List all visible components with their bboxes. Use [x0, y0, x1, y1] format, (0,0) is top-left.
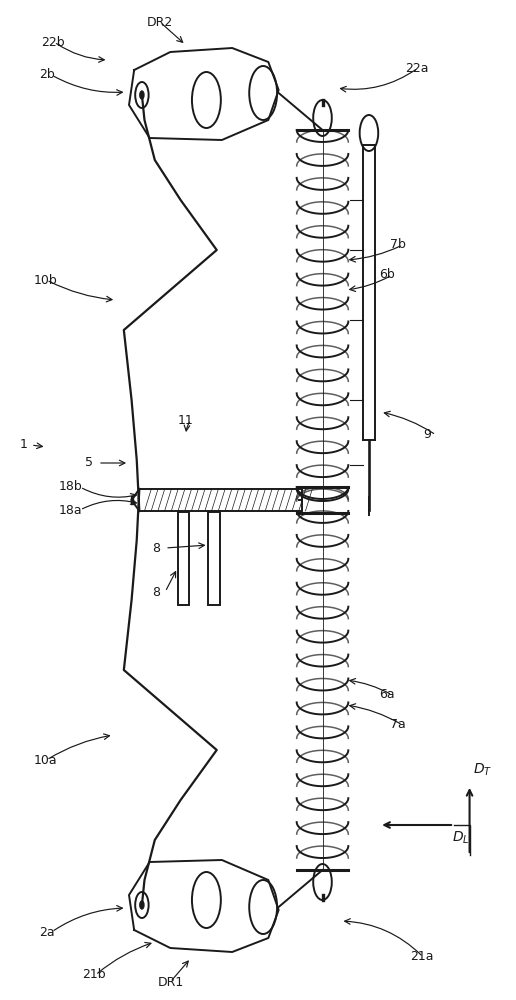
Text: 22a: 22a: [405, 62, 429, 75]
Text: 5: 5: [85, 456, 93, 470]
Text: DR2: DR2: [147, 15, 173, 28]
Text: 2b: 2b: [39, 68, 55, 82]
Text: DR1: DR1: [157, 976, 184, 988]
Text: 6b: 6b: [379, 268, 395, 282]
Text: 18b: 18b: [59, 481, 83, 493]
Text: 9: 9: [423, 428, 431, 442]
Circle shape: [140, 91, 144, 99]
Text: $D_T$: $D_T$: [473, 762, 492, 778]
Text: $D_L$: $D_L$: [452, 830, 469, 846]
Text: 10b: 10b: [34, 273, 57, 286]
Text: 21b: 21b: [83, 968, 106, 982]
Bar: [139, 489, 302, 511]
Text: 7a: 7a: [390, 718, 406, 732]
Text: 2a: 2a: [39, 926, 54, 938]
Circle shape: [140, 901, 144, 909]
Text: 22b: 22b: [41, 35, 65, 48]
Bar: [178, 512, 189, 605]
Text: 8: 8: [152, 585, 160, 598]
Text: 11: 11: [178, 414, 194, 426]
Text: 7b: 7b: [390, 238, 406, 251]
Text: 1: 1: [19, 438, 27, 452]
Text: 10a: 10a: [34, 754, 57, 766]
Text: 8: 8: [152, 542, 160, 554]
Text: 18a: 18a: [59, 504, 83, 516]
Text: 6a: 6a: [379, 688, 395, 702]
Text: 21a: 21a: [410, 950, 434, 964]
Bar: [208, 512, 220, 605]
